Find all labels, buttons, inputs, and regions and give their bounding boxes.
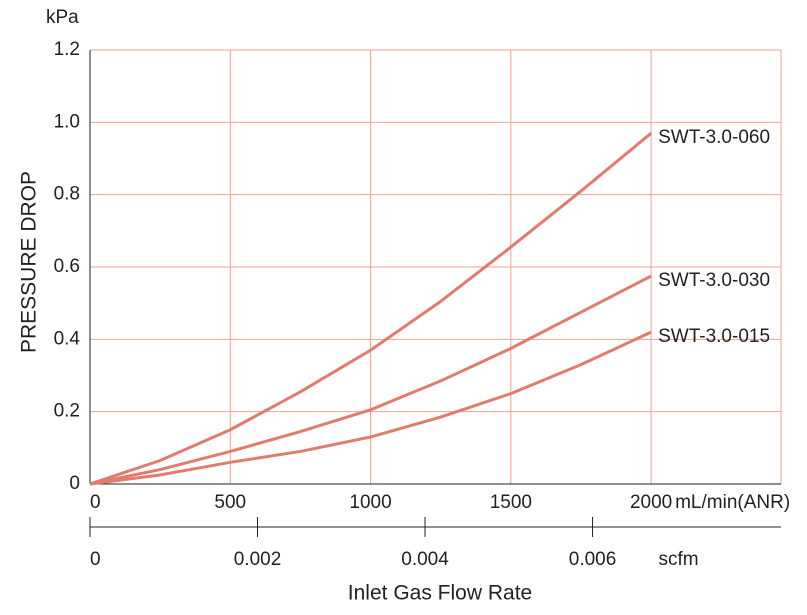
x2-unit: scfm	[659, 549, 699, 570]
series-label: SWT-3.0-015	[658, 326, 770, 347]
x-tick-label: 2000	[630, 492, 672, 513]
series-label: SWT-3.0-060	[658, 127, 770, 148]
series-label: SWT-3.0-030	[658, 270, 770, 291]
y-tick-label: 0.6	[54, 256, 80, 277]
x-axis-label: Inlet Gas Flow Rate	[348, 582, 532, 605]
x-tick-label: 0	[90, 492, 101, 513]
y-unit: kPa	[46, 7, 79, 28]
x-tick-label: 500	[214, 492, 246, 513]
y-tick-label: 1.0	[54, 111, 80, 132]
x2-tick-label: 0	[90, 549, 101, 570]
y-tick-label: 0.8	[54, 184, 80, 205]
x2-tick-label: 0.004	[401, 549, 449, 570]
x-tick-label: 1000	[349, 492, 391, 513]
x-unit: mL/min(ANR)	[675, 492, 790, 513]
y-axis-label: PRESSURE DROP	[18, 171, 41, 353]
y-tick-label: 0	[69, 473, 80, 494]
x2-tick-label: 0.002	[234, 549, 282, 570]
y-tick-label: 1.2	[54, 39, 80, 60]
y-tick-label: 0.4	[54, 328, 81, 349]
series-line	[89, 274, 652, 486]
series-line	[89, 330, 652, 486]
x-tick-label: 1500	[490, 492, 532, 513]
series-line	[89, 132, 653, 486]
x2-tick-label: 0.006	[569, 549, 617, 570]
y-tick-label: 0.2	[54, 401, 80, 422]
